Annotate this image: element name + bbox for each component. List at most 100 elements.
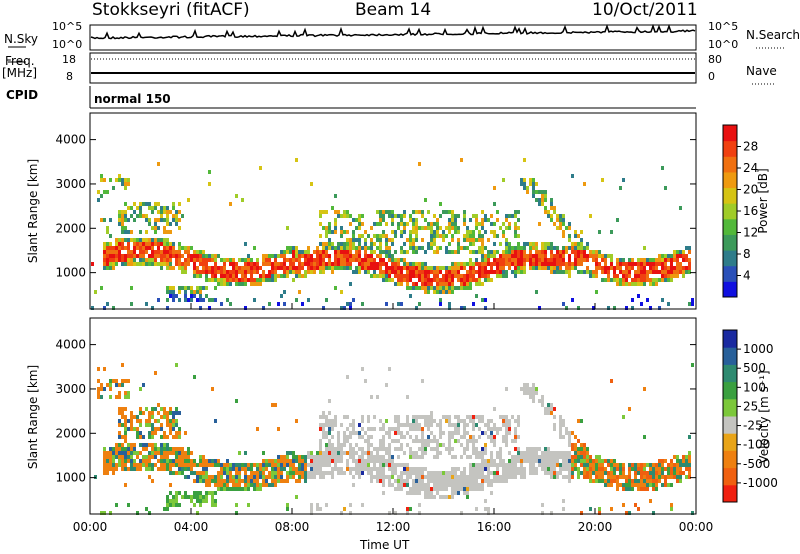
echo-cell <box>526 254 529 258</box>
echo-cell <box>163 447 166 451</box>
echo-cell <box>631 487 634 491</box>
echo-cell <box>193 479 196 483</box>
echo-cell <box>127 262 130 266</box>
echo-cell <box>382 455 385 459</box>
echo-cell <box>502 467 505 471</box>
echo-cell <box>619 467 622 471</box>
echo-cell <box>631 306 634 310</box>
echo-cell <box>535 459 538 463</box>
echo-cell <box>415 222 418 226</box>
echo-cell <box>454 475 457 479</box>
echo-cell <box>595 459 598 463</box>
echo-cell <box>475 439 478 443</box>
echo-cell <box>148 246 151 250</box>
echo-cell <box>319 234 322 238</box>
echo-cell <box>565 246 568 250</box>
echo-cell <box>580 230 583 234</box>
echo-cell <box>340 234 343 238</box>
echo-cell <box>205 274 208 278</box>
echo-cell <box>115 254 118 258</box>
echo-cell <box>313 463 316 467</box>
echo-cell <box>685 475 688 479</box>
echo-cell <box>184 431 187 435</box>
echo-cell <box>403 210 406 214</box>
echo-cell <box>604 459 607 463</box>
echo-cell <box>454 250 457 254</box>
echo-cell <box>124 419 127 423</box>
echo-cell <box>127 250 130 254</box>
echo-cell <box>544 258 547 262</box>
echo-cell <box>607 471 610 475</box>
echo-cell <box>115 395 118 399</box>
echo-cell <box>136 419 139 423</box>
echo-cell <box>646 298 649 302</box>
echo-cell <box>157 467 160 471</box>
echo-cell <box>436 491 439 495</box>
echo-cell <box>292 451 295 455</box>
echo-cell <box>361 246 364 250</box>
echo-cell <box>205 467 208 471</box>
echo-cell <box>298 463 301 467</box>
echo-cell <box>184 475 187 479</box>
echo-cell <box>121 443 124 447</box>
echo-cell <box>382 278 385 282</box>
echo-cell <box>145 218 148 222</box>
echo-cell <box>229 262 232 266</box>
echo-cell <box>589 463 592 467</box>
echo-cell <box>346 451 349 455</box>
echo-cell <box>181 262 184 266</box>
echo-cell <box>340 246 343 250</box>
echo-cell <box>151 306 154 310</box>
echo-cell <box>478 246 481 250</box>
echo-cell <box>139 443 142 447</box>
echo-cell <box>577 262 580 266</box>
echo-cell <box>493 439 496 443</box>
echo-cell <box>247 262 250 266</box>
echo-cell <box>274 254 277 258</box>
echo-cell <box>529 178 532 182</box>
echo-cell <box>412 270 415 274</box>
echo-cell <box>184 491 187 495</box>
echo-cell <box>469 467 472 471</box>
echo-cell <box>454 467 457 471</box>
echo-cell <box>640 258 643 262</box>
echo-cell <box>547 467 550 471</box>
echo-cell <box>433 487 436 491</box>
echo-cell <box>262 467 265 471</box>
echo-cell <box>301 463 304 467</box>
echo-cell <box>250 467 253 471</box>
echo-cell <box>613 278 616 282</box>
echo-cell <box>442 479 445 483</box>
echo-cell <box>106 459 109 463</box>
echo-cell <box>514 250 517 254</box>
echo-cell <box>265 467 268 471</box>
echo-cell <box>355 463 358 467</box>
echo-cell <box>334 415 337 419</box>
echo-cell <box>403 463 406 467</box>
echo-cell <box>169 230 172 234</box>
echo-cell <box>472 435 475 439</box>
echo-cell <box>394 447 397 451</box>
echo-cell <box>499 270 502 274</box>
echo-cell <box>232 479 235 483</box>
echo-cell <box>439 234 442 238</box>
echo-cell <box>355 246 358 250</box>
echo-cell <box>154 447 157 451</box>
echo-cell <box>688 302 691 306</box>
echo-cell <box>313 270 316 274</box>
echo-cell <box>109 254 112 258</box>
echo-cell <box>280 250 283 254</box>
echo-cell <box>514 234 517 238</box>
echo-cell <box>148 467 151 471</box>
echo-cell <box>469 258 472 262</box>
echo-cell <box>112 258 115 262</box>
echo-cell <box>517 242 520 246</box>
echo-cell <box>544 198 547 202</box>
echo-cell <box>121 411 124 415</box>
echo-cell <box>211 479 214 483</box>
echo-cell <box>124 262 127 266</box>
echo-cell <box>472 483 475 487</box>
echo-cell <box>508 258 511 262</box>
echo-cell <box>541 190 544 194</box>
echo-cell <box>172 463 175 467</box>
